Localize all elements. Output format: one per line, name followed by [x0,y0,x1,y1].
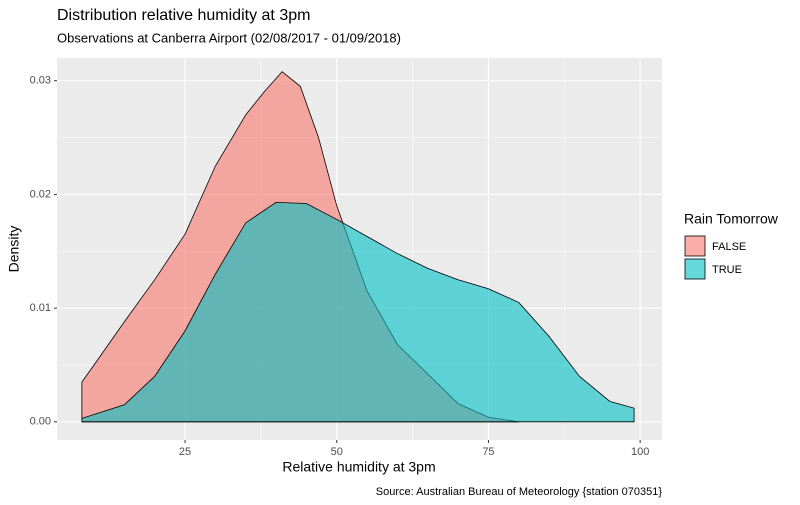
legend-label: TRUE [712,264,742,276]
caption: Source: Australian Bureau of Meteorology… [376,486,663,498]
legend-key [684,258,706,280]
legend-label: FALSE [712,241,746,253]
chart-subtitle: Observations at Canberra Airport (02/08/… [57,30,401,45]
y-tick-label: 0.01 [30,302,51,314]
y-tick-label: 0.02 [30,188,51,200]
chart-title: Distribution relative humidity at 3pm [57,7,310,24]
y-tick-label: 0.03 [30,75,51,87]
x-axis-label: Relative humidity at 3pm [282,459,435,475]
y-axis-label: Density [6,226,22,273]
x-tick-label: 75 [482,446,494,458]
density-area [81,201,635,423]
y-tick-label: 0.00 [30,416,51,428]
x-tick-label: 50 [331,446,343,458]
x-tick-label: 100 [631,446,649,458]
x-tick-label: 25 [179,446,191,458]
legend-key [684,235,706,257]
legend-title: Rain Tomorrow [684,211,779,227]
